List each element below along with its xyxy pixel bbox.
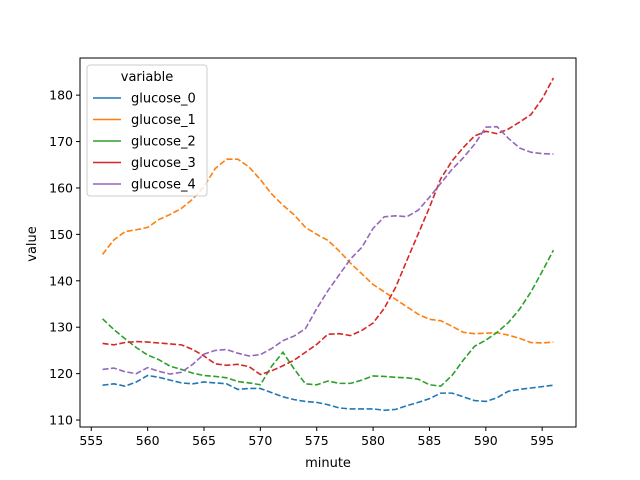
- x-tick-label: 575: [305, 433, 329, 448]
- x-tick-label: 565: [192, 433, 216, 448]
- x-tick-label: 570: [248, 433, 272, 448]
- legend-title: variable: [121, 70, 173, 85]
- legend: variable glucose_0glucose_1glucose_2gluc…: [86, 64, 208, 197]
- legend-items: glucose_0 glucose_1 glucose_2 glucose_3gluc…: [93, 92, 196, 193]
- y-axis-ticks: 110 120 130 140 150 160 170 180: [49, 88, 80, 428]
- y-tick-label: 110: [49, 413, 73, 428]
- series-line-glucose_3: [102, 77, 555, 376]
- series-lines: [101, 77, 555, 412]
- legend-label-glucose_4: glucose_4: [131, 178, 196, 193]
- y-axis-label: value: [25, 226, 40, 262]
- y-tick-label: 130: [49, 320, 73, 335]
- x-tick-label: 585: [418, 433, 442, 448]
- y-tick-label: 170: [49, 134, 73, 149]
- y-tick-label: 140: [49, 273, 73, 288]
- series-line-glucose_2: [101, 249, 555, 387]
- y-tick-label: 120: [49, 366, 73, 381]
- y-tick-label: 150: [49, 227, 73, 242]
- x-axis-ticks: 555 560 565 570 575 580 585 590 595: [79, 427, 554, 448]
- series-line-glucose_0: [102, 374, 554, 412]
- legend-label-glucose_2: glucose_2: [131, 135, 196, 150]
- x-tick-label: 590: [474, 433, 498, 448]
- legend-label-glucose_3: glucose_3: [131, 156, 196, 171]
- x-tick-label: 580: [361, 433, 385, 448]
- series-line-glucose_1: [101, 158, 554, 344]
- legend-label-glucose_0: glucose_0: [131, 92, 196, 107]
- y-tick-label: 180: [49, 88, 73, 103]
- series-line-glucose_4: [102, 125, 554, 375]
- x-axis-label: minute: [305, 456, 351, 471]
- legend-label-glucose_1: glucose_1: [131, 113, 196, 128]
- x-tick-label: 595: [530, 433, 554, 448]
- x-tick-label: 555: [79, 433, 103, 448]
- x-tick-label: 560: [136, 433, 160, 448]
- y-tick-label: 160: [49, 180, 73, 195]
